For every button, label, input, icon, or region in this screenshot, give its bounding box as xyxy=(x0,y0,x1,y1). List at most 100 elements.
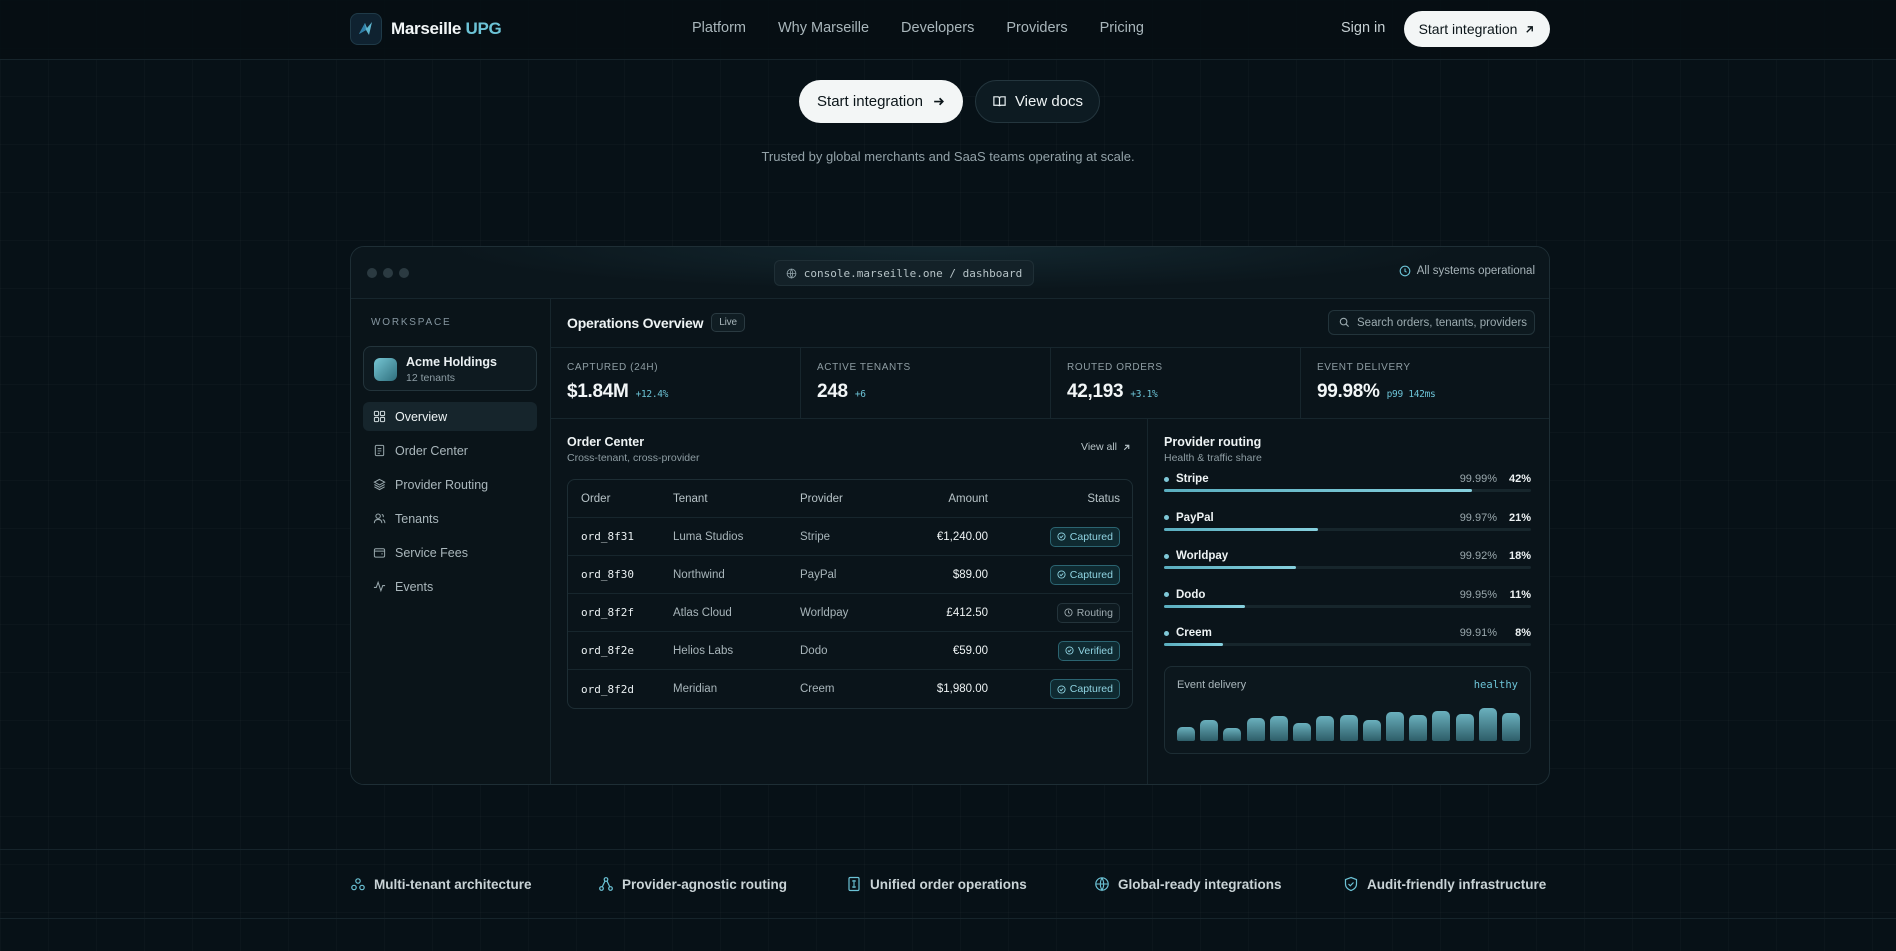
feature-label: Audit-friendly infrastructure xyxy=(1367,876,1547,892)
provider-share-track xyxy=(1164,604,1531,608)
column-header-amount[interactable]: Amount xyxy=(948,492,988,505)
event-delivery-bars xyxy=(1177,703,1520,741)
orders-table-body: ord_8f31 Luma Studios Stripe €1,240.00 Captu… xyxy=(568,518,1132,708)
wallet-icon xyxy=(373,548,386,558)
sidebar-item-tenants[interactable]: Tenants xyxy=(363,504,537,533)
provider-share-fill xyxy=(1164,643,1223,646)
table-row[interactable]: ord_8f2e Helios Labs Dodo €59.00 Verified xyxy=(568,632,1132,670)
sidebar-item-order-center[interactable]: Order Center xyxy=(363,436,537,465)
order-id: ord_8f31 xyxy=(581,530,634,543)
hero-view-docs-button[interactable]: View docs xyxy=(975,80,1100,123)
metric-routed-orders: ROUTED ORDERS 42,193 +3.1% xyxy=(1051,348,1301,418)
address-bar[interactable]: console.marseille.one / dashboard xyxy=(774,260,1034,286)
provider-share: 11% xyxy=(1509,588,1531,601)
provider-name: Worldpay xyxy=(1176,550,1229,562)
window-dot[interactable] xyxy=(383,268,393,278)
feature-label: Multi-tenant architecture xyxy=(374,876,532,892)
delivery-bar xyxy=(1316,715,1335,741)
event-delivery-label: Event delivery xyxy=(1177,679,1247,691)
provider-list: Stripe 99.99% 42% PayPal 99.97% 21% Worldpay 99… xyxy=(1164,473,1531,666)
order-status-cell: Verified xyxy=(988,640,1132,661)
order-status-cell: Captured xyxy=(988,679,1132,699)
provider-routing-panel: Provider routing Health & traffic share … xyxy=(1148,419,1549,784)
view-all-link[interactable]: View all xyxy=(1081,441,1131,453)
sidebar-item-overview[interactable]: Overview xyxy=(363,402,537,431)
metric-value: 248 xyxy=(817,381,848,402)
window-dot[interactable] xyxy=(399,268,409,278)
sidebar-item-provider-routing[interactable]: Provider Routing xyxy=(363,470,537,499)
globe-icon xyxy=(1095,877,1109,892)
provider-status-dot xyxy=(1164,553,1169,559)
delivery-bar xyxy=(1293,722,1312,741)
top-nav: Marseille UPG Platform Why Marseille Dev… xyxy=(0,0,1896,60)
order-center-title: Order Center xyxy=(567,435,645,449)
main-panel: Operations Overview Live Search orders, … xyxy=(551,299,1549,784)
metric-event-delivery: EVENT DELIVERY 99.98% p99 142ms xyxy=(1301,348,1549,418)
sign-in-link[interactable]: Sign in xyxy=(1341,20,1386,36)
provider-name-wrap: Stripe xyxy=(1164,473,1209,485)
brand-logo[interactable]: Marseille UPG xyxy=(350,13,502,45)
provider-share: 18% xyxy=(1508,550,1531,562)
metric-label: CAPTURED (24H) xyxy=(567,362,659,373)
page-title-text: Operations Overview xyxy=(567,314,704,331)
provider-share-track xyxy=(1164,643,1531,646)
column-header-status[interactable]: Status xyxy=(1087,492,1120,505)
table-row[interactable]: ord_8f31 Luma Studios Stripe €1,240.00 Captu… xyxy=(568,518,1132,556)
table-row[interactable]: ord_8f2f Atlas Cloud Worldpay £412.50 Routin… xyxy=(568,594,1132,632)
provider-name: Stripe xyxy=(1176,473,1209,485)
order-status-cell: Routing xyxy=(988,602,1132,623)
provider-uptime: 99.91% xyxy=(1459,627,1497,639)
order-tenant: Helios Labs xyxy=(673,644,734,657)
column-header-tenant[interactable]: Tenant xyxy=(673,492,708,505)
provider-uptime: 99.92% xyxy=(1459,550,1497,562)
provider-share-fill xyxy=(1164,604,1245,608)
feature-multi-tenant: Multi-tenant architecture xyxy=(350,876,532,892)
provider-row[interactable]: PayPal 99.97% 21% xyxy=(1164,512,1531,551)
search-placeholder: Search orders, tenants, providers xyxy=(1357,316,1528,329)
view-all-label: View all xyxy=(1081,441,1117,453)
provider-name-wrap: Creem xyxy=(1164,627,1212,639)
provider-row[interactable]: Creem 99.91% 8% xyxy=(1164,627,1531,666)
provider-row[interactable]: Stripe 99.99% 42% xyxy=(1164,473,1531,512)
metric-value-row: 248 +6 xyxy=(817,381,1034,403)
search-icon xyxy=(1339,317,1350,328)
order-status-cell: Captured xyxy=(988,564,1132,585)
sidebar-item-events[interactable]: Events xyxy=(363,572,537,601)
order-id: ord_8f2d xyxy=(581,682,634,696)
order-id: ord_8f2f xyxy=(581,606,634,619)
table-header: Order Tenant Provider Amount Status xyxy=(568,480,1132,518)
delivery-bar xyxy=(1362,720,1381,741)
column-header-provider[interactable]: Provider xyxy=(800,492,843,505)
nav-link-why-marseille[interactable]: Why Marseille xyxy=(778,20,870,36)
delivery-bar xyxy=(1409,714,1428,741)
check-circle-icon xyxy=(1057,570,1066,579)
nav-link-developers[interactable]: Developers xyxy=(901,20,975,36)
table-row[interactable]: ord_8f2d Meridian Creem $1,980.00 Captured xyxy=(568,670,1132,708)
metric-active-tenants: ACTIVE TENANTS 248 +6 xyxy=(801,348,1051,418)
nav-link-platform[interactable]: Platform xyxy=(692,20,746,36)
routing-icon xyxy=(599,877,613,891)
nav-link-providers[interactable]: Providers xyxy=(1006,20,1068,36)
orders-table: Order Tenant Provider Amount Status ord_… xyxy=(567,479,1133,709)
metric-delta: p99 142ms xyxy=(1386,389,1436,400)
provider-row[interactable]: Dodo 99.95% 11% xyxy=(1164,589,1531,628)
order-provider: Creem xyxy=(800,683,835,695)
provider-row[interactable]: Worldpay 99.92% 18% xyxy=(1164,550,1531,589)
table-row[interactable]: ord_8f30 Northwind PayPal $89.00 Captured xyxy=(568,556,1132,594)
hero-start-integration-button[interactable]: Start integration xyxy=(799,80,963,123)
check-circle-icon xyxy=(1057,532,1066,541)
order-center: Order Center Cross-tenant, cross-provide… xyxy=(551,419,1148,784)
window-dot[interactable] xyxy=(367,268,377,278)
metric-delta: +12.4% xyxy=(635,389,669,400)
nav-start-integration-button[interactable]: Start integration xyxy=(1404,11,1550,47)
sidebar-item-service-fees[interactable]: Service Fees xyxy=(363,538,537,567)
document-icon xyxy=(374,444,385,457)
tenant-switcher[interactable]: Acme Holdings 12 tenants xyxy=(363,346,537,391)
provider-status-dot xyxy=(1164,630,1169,636)
receipt-icon xyxy=(848,876,860,892)
column-header-order[interactable]: Order xyxy=(581,492,611,505)
order-amount: $89.00 xyxy=(952,568,988,581)
nav-link-pricing[interactable]: Pricing xyxy=(1099,20,1144,36)
search-input[interactable]: Search orders, tenants, providers xyxy=(1328,310,1535,335)
globe-icon xyxy=(786,268,797,279)
